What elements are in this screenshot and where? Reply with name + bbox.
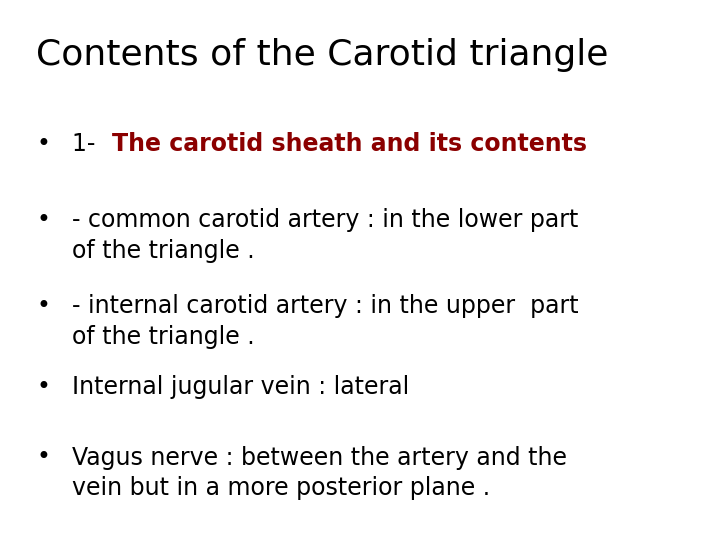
Text: 1-: 1-: [72, 132, 103, 156]
Text: •: •: [36, 446, 50, 469]
Text: Contents of the Carotid triangle: Contents of the Carotid triangle: [36, 38, 608, 72]
Text: •: •: [36, 132, 50, 156]
Text: •: •: [36, 294, 50, 318]
Text: •: •: [36, 208, 50, 232]
Text: The carotid sheath and its contents: The carotid sheath and its contents: [112, 132, 595, 156]
Text: Internal jugular vein : lateral: Internal jugular vein : lateral: [72, 375, 409, 399]
Text: - internal carotid artery : in the upper  part
of the triangle .: - internal carotid artery : in the upper…: [72, 294, 579, 349]
Text: •: •: [36, 375, 50, 399]
Text: Vagus nerve : between the artery and the
vein but in a more posterior plane .: Vagus nerve : between the artery and the…: [72, 446, 567, 500]
Text: - common carotid artery : in the lower part
of the triangle .: - common carotid artery : in the lower p…: [72, 208, 578, 262]
